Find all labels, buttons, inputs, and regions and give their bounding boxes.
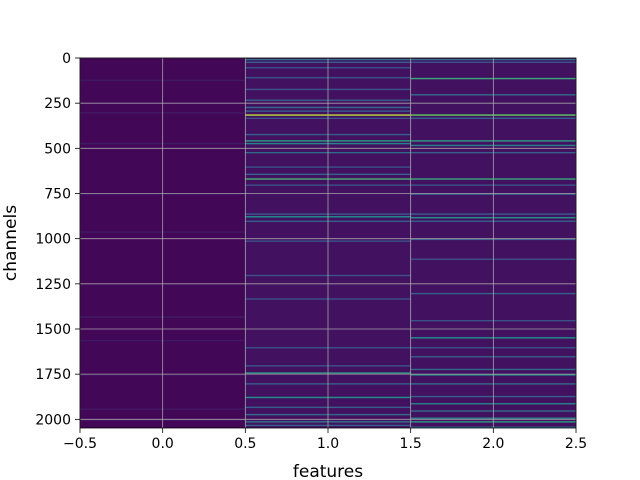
y-tick-label: 1750 xyxy=(35,367,71,383)
x-tick-label: 0.0 xyxy=(152,436,174,452)
x-tick-label: 0.5 xyxy=(234,436,256,452)
y-tick-label: 1500 xyxy=(35,322,71,338)
y-tick-label: 1000 xyxy=(35,232,71,248)
y-axis: 0 250 500 750 1000 1250 1500 1750 2000 xyxy=(35,51,80,428)
y-tick-label: 0 xyxy=(62,51,71,67)
y-tick-label: 750 xyxy=(44,186,71,202)
x-tick-label: 1.0 xyxy=(317,436,339,452)
x-axis-label: features xyxy=(293,462,363,480)
y-tick-label: 1250 xyxy=(35,277,71,293)
y-axis-label: channels xyxy=(1,205,21,281)
x-tick-label: −0.5 xyxy=(63,436,97,452)
x-tick-label: 2.0 xyxy=(482,436,504,452)
x-axis: −0.5 0.0 0.5 1.0 1.5 2.0 2.5 xyxy=(63,428,587,452)
y-tick-label: 500 xyxy=(44,141,71,157)
y-tick-label: 2000 xyxy=(35,412,71,428)
x-tick-label: 1.5 xyxy=(400,436,422,452)
y-tick-label: 250 xyxy=(44,96,71,112)
x-tick-label: 2.5 xyxy=(565,436,587,452)
